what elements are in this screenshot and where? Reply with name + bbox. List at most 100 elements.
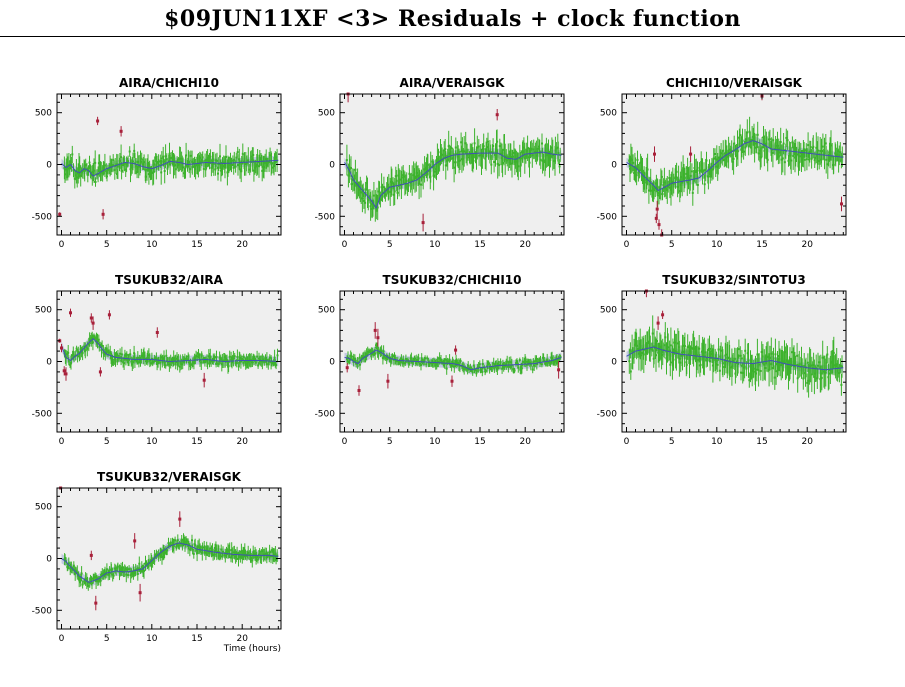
y-tick-label: -500 bbox=[315, 212, 336, 222]
point-marker bbox=[71, 153, 74, 156]
residual-point bbox=[784, 346, 787, 380]
residual-point bbox=[711, 345, 714, 364]
point-marker bbox=[758, 363, 761, 366]
point-marker bbox=[395, 179, 398, 182]
flagged-marker bbox=[654, 216, 658, 220]
point-marker bbox=[202, 167, 205, 170]
y-tick-label: 0 bbox=[46, 358, 52, 368]
residual-point bbox=[555, 355, 558, 366]
residual-point bbox=[825, 146, 828, 174]
point-marker bbox=[683, 176, 686, 179]
point-marker bbox=[147, 354, 150, 357]
point-marker bbox=[807, 379, 810, 382]
point-marker bbox=[201, 156, 204, 159]
point-marker bbox=[802, 152, 805, 155]
point-marker bbox=[270, 360, 273, 363]
point-marker bbox=[668, 186, 671, 189]
residual-point bbox=[217, 157, 220, 171]
point-marker bbox=[536, 360, 539, 363]
residual-point bbox=[84, 342, 87, 359]
residual-point bbox=[101, 568, 104, 580]
residual-point bbox=[96, 333, 99, 349]
residual-point bbox=[376, 345, 379, 358]
point-marker bbox=[658, 194, 660, 197]
residual-point bbox=[731, 153, 734, 171]
point-marker bbox=[662, 184, 665, 187]
point-marker bbox=[698, 166, 701, 169]
point-marker bbox=[232, 166, 235, 169]
plot-title: AIRA/CHICHI10 bbox=[119, 76, 219, 90]
point-marker bbox=[826, 353, 829, 356]
point-marker bbox=[189, 154, 192, 157]
residual-point bbox=[275, 360, 278, 370]
residual-point bbox=[716, 357, 719, 372]
point-marker bbox=[64, 557, 67, 560]
point-marker bbox=[479, 369, 482, 371]
residual-point bbox=[63, 156, 66, 180]
point-marker bbox=[764, 367, 767, 369]
point-marker bbox=[251, 361, 254, 364]
point-marker bbox=[266, 161, 269, 164]
residual-point bbox=[200, 351, 203, 358]
point-marker bbox=[757, 152, 760, 155]
point-marker bbox=[245, 162, 248, 165]
point-marker bbox=[165, 354, 168, 357]
point-marker bbox=[212, 162, 215, 165]
residual-point bbox=[798, 141, 801, 171]
point-marker bbox=[127, 160, 130, 163]
point-marker bbox=[222, 161, 225, 164]
point-marker bbox=[666, 344, 669, 347]
point-marker bbox=[840, 383, 843, 386]
point-marker bbox=[728, 361, 731, 364]
point-marker bbox=[551, 154, 554, 157]
residual-point bbox=[263, 155, 265, 179]
point-marker bbox=[677, 346, 680, 349]
point-marker bbox=[232, 357, 235, 360]
residual-point bbox=[681, 169, 684, 197]
residual-point bbox=[362, 192, 365, 209]
point-marker bbox=[98, 578, 101, 581]
point-marker bbox=[731, 160, 734, 163]
residual-point bbox=[125, 351, 128, 359]
point-marker bbox=[524, 360, 527, 363]
point-marker bbox=[407, 359, 409, 362]
point-marker bbox=[509, 361, 512, 364]
residual-point bbox=[438, 155, 441, 172]
residual-point bbox=[628, 348, 631, 374]
point-marker bbox=[712, 157, 715, 160]
x-tick-label: 20 bbox=[801, 240, 813, 250]
residual-point bbox=[662, 178, 665, 192]
residual-point bbox=[360, 180, 363, 204]
residual-point bbox=[818, 355, 821, 370]
residual-point bbox=[492, 138, 495, 154]
residual-point bbox=[819, 137, 822, 165]
residual-point bbox=[66, 156, 69, 181]
point-marker bbox=[362, 189, 365, 192]
residual-point bbox=[164, 362, 167, 369]
flagged-point bbox=[357, 385, 361, 396]
point-marker bbox=[229, 160, 232, 163]
point-marker bbox=[221, 165, 224, 168]
residual-point bbox=[751, 126, 754, 154]
residual-point bbox=[711, 348, 714, 383]
residual-point bbox=[837, 148, 840, 173]
point-marker bbox=[834, 365, 837, 368]
point-marker bbox=[116, 173, 118, 175]
point-marker bbox=[94, 337, 97, 340]
residual-point bbox=[496, 149, 499, 179]
point-marker bbox=[697, 358, 700, 361]
residual-point bbox=[759, 361, 762, 381]
point-marker bbox=[150, 357, 153, 360]
residual-point bbox=[826, 149, 829, 179]
point-marker bbox=[501, 162, 504, 164]
residual-point bbox=[805, 143, 808, 158]
point-marker bbox=[359, 188, 362, 191]
residual-point bbox=[78, 156, 81, 178]
residual-point bbox=[753, 132, 756, 163]
point-marker bbox=[130, 166, 133, 169]
point-marker bbox=[794, 151, 797, 154]
point-marker bbox=[736, 360, 739, 363]
point-marker bbox=[241, 152, 244, 155]
point-marker bbox=[123, 162, 126, 165]
